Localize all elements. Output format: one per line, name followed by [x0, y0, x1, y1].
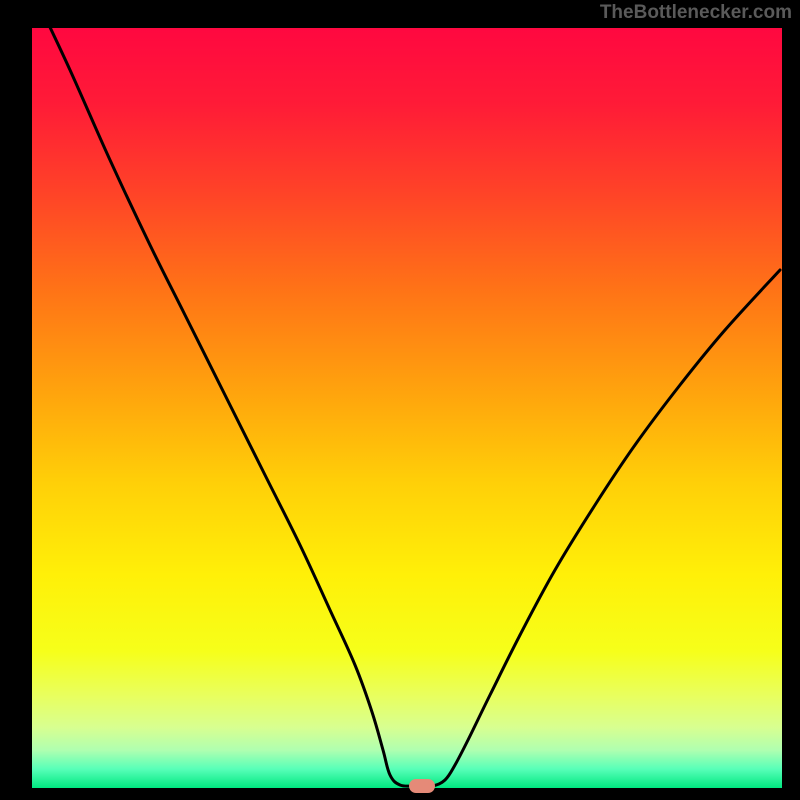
- bottleneck-marker: [409, 779, 435, 793]
- bottleneck-curve: [37, 0, 780, 787]
- chart-curve-layer: [0, 0, 800, 800]
- watermark-text: TheBottlenecker.com: [600, 2, 792, 24]
